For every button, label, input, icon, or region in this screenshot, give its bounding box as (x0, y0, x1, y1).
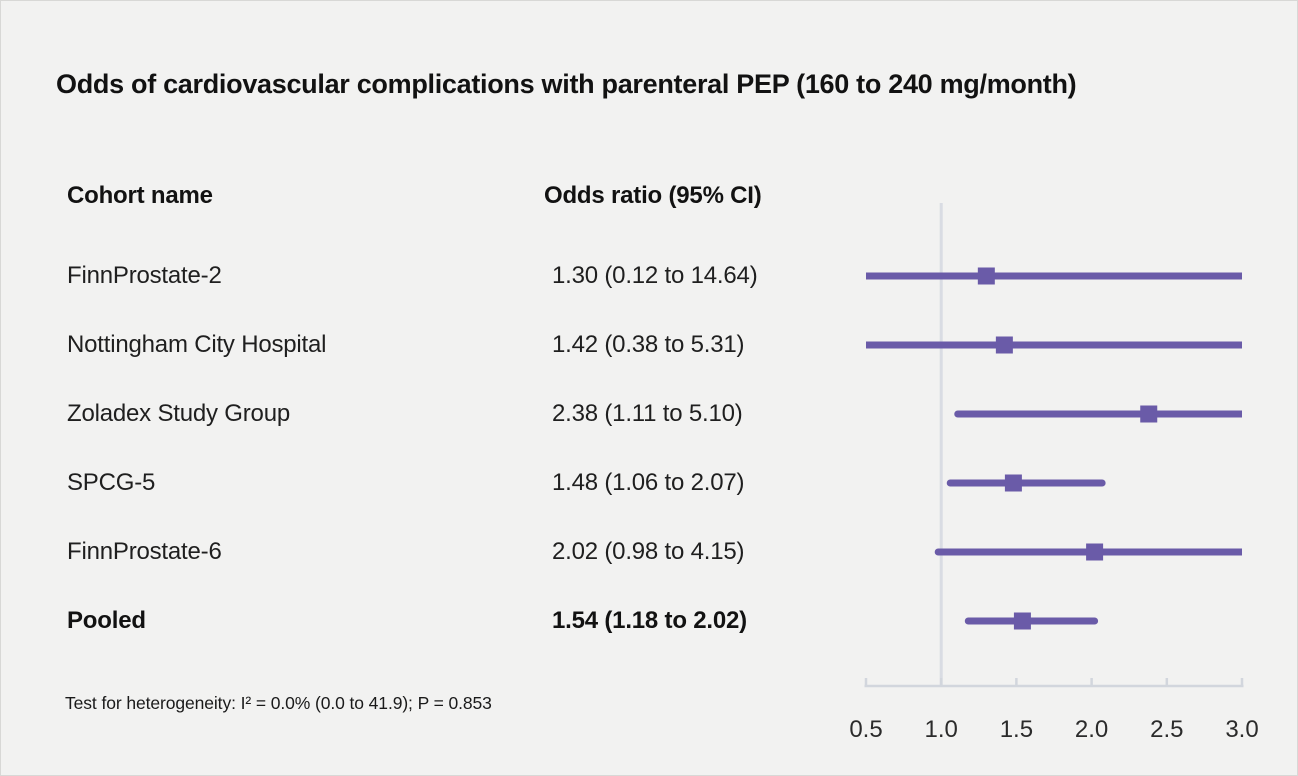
estimate-marker (1013, 612, 1031, 630)
odds-ratio-value: 1.42 (0.38 to 5.31) (552, 331, 745, 358)
cohort-label: FinnProstate-6 (67, 538, 222, 565)
x-tick-label: 0.5 (849, 716, 882, 743)
cohort-label: Pooled (67, 607, 146, 634)
estimate-marker (977, 267, 995, 285)
cohort-label: SPCG-5 (67, 469, 156, 496)
column-header-cohort: Cohort name (67, 182, 213, 209)
ci-line-end (1091, 617, 1099, 625)
odds-ratio-value: 2.02 (0.98 to 4.15) (552, 538, 745, 565)
x-tick-label: 2.5 (1150, 716, 1183, 743)
odds-ratio-value: 2.38 (1.11 to 5.10) (552, 400, 743, 427)
ci-line-end (964, 617, 972, 625)
x-tick-label: 1.5 (1000, 716, 1033, 743)
x-tick-label: 1.0 (925, 716, 958, 743)
cohort-label: Zoladex Study Group (67, 400, 290, 427)
ci-line-end (934, 548, 942, 556)
cohort-label: FinnProstate-2 (67, 262, 222, 289)
estimate-marker (995, 336, 1013, 354)
estimate-marker (1140, 405, 1158, 423)
estimate-marker (1086, 543, 1104, 561)
column-header-odds-ratio: Odds ratio (95% CI) (544, 182, 762, 209)
x-tick-label: 3.0 (1225, 716, 1258, 743)
figure-title: Odds of cardiovascular complications wit… (56, 69, 1077, 99)
odds-ratio-value: 1.54 (1.18 to 2.02) (552, 607, 747, 634)
ci-line-end (954, 410, 962, 418)
heterogeneity-footnote: Test for heterogeneity: I² = 0.0% (0.0 t… (65, 693, 492, 713)
cohort-label: Nottingham City Hospital (67, 331, 327, 358)
ci-line-end (946, 479, 954, 487)
odds-ratio-value: 1.48 (1.06 to 2.07) (552, 469, 745, 496)
estimate-marker (1004, 474, 1022, 492)
odds-ratio-value: 1.30 (0.12 to 14.64) (552, 262, 758, 289)
ci-line-end (1098, 479, 1106, 487)
x-tick-label: 2.0 (1075, 716, 1108, 743)
